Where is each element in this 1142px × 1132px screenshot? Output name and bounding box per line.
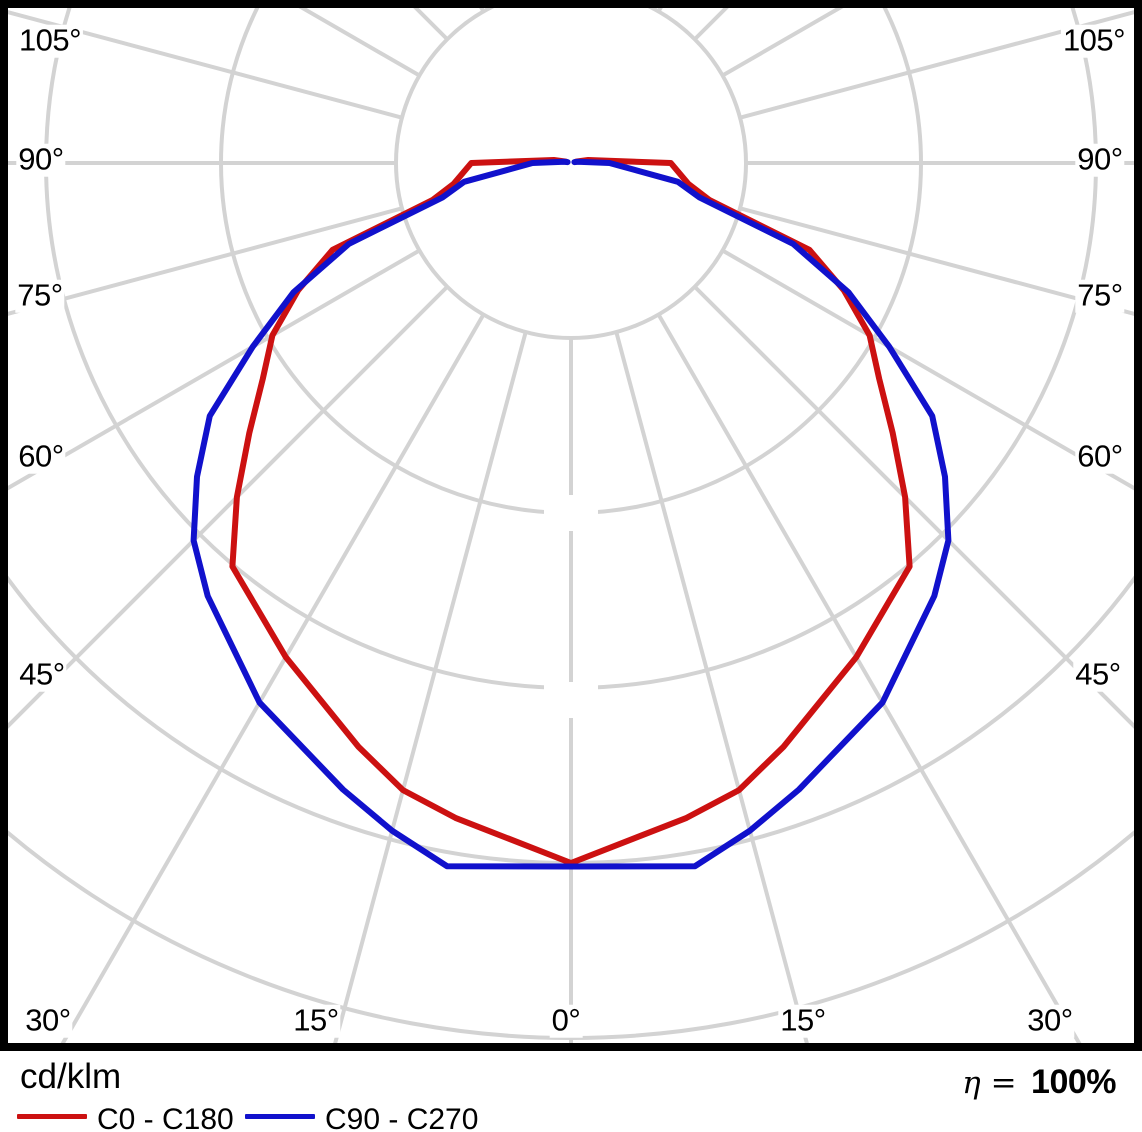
efficiency-readout: η = 100% [962,1063,1116,1102]
curve-c90-c270 [190,158,952,870]
legend-swatch-c0-c180 [17,1114,87,1119]
angle-label: 45° [17,656,67,692]
grid-ray [8,206,403,316]
grid-ray [739,10,1134,120]
polar-chart [0,0,1142,1051]
legend-swatch-c90-c270 [245,1114,315,1119]
grid-ray [721,248,1134,491]
units-label: cd/klm [20,1057,122,1096]
ring-label-gap [544,495,598,531]
grid-ray [8,285,449,729]
angle-label: 15° [778,1002,828,1038]
angle-label: 60° [1075,438,1125,474]
legend-label-c90-c270: C90 - C270 [325,1103,479,1132]
curve-c0-c180 [229,157,913,866]
angle-label: 0° [549,1002,583,1038]
angle-label: 45° [1073,656,1123,692]
legend-label-c0-c180: C0 - C180 [97,1103,234,1132]
eta-value: 100% [1031,1063,1116,1101]
grid-ray [333,331,528,1043]
angle-label: 105° [16,22,84,58]
ring-label-gaps [544,495,598,718]
angle-label: 105° [1060,22,1128,58]
eta-symbol: η = [962,1065,1017,1101]
angle-label: 30° [1025,1002,1075,1038]
grid-ray [8,10,403,120]
grid-ring [394,8,748,340]
angle-label: 30° [23,1002,73,1038]
grid-ray [656,313,1082,1043]
intensity-curves [190,157,952,870]
angle-label: 75° [15,277,65,313]
grid-ray [614,331,809,1043]
legend: cd/klm C0 - C180 C90 - C270 η = 100% [0,1051,1142,1132]
grid-ray [8,248,421,491]
grid-ray [60,313,486,1043]
angle-label: 90° [16,141,66,177]
angle-label: 75° [1075,277,1125,313]
angle-label: 60° [16,438,66,474]
ring-label-gap [544,682,598,718]
grid-ray [739,206,1134,316]
angle-label: 90° [1075,141,1125,177]
angle-label: 15° [291,1002,341,1038]
plot-border [0,0,1142,1051]
grid-ray [693,285,1134,729]
